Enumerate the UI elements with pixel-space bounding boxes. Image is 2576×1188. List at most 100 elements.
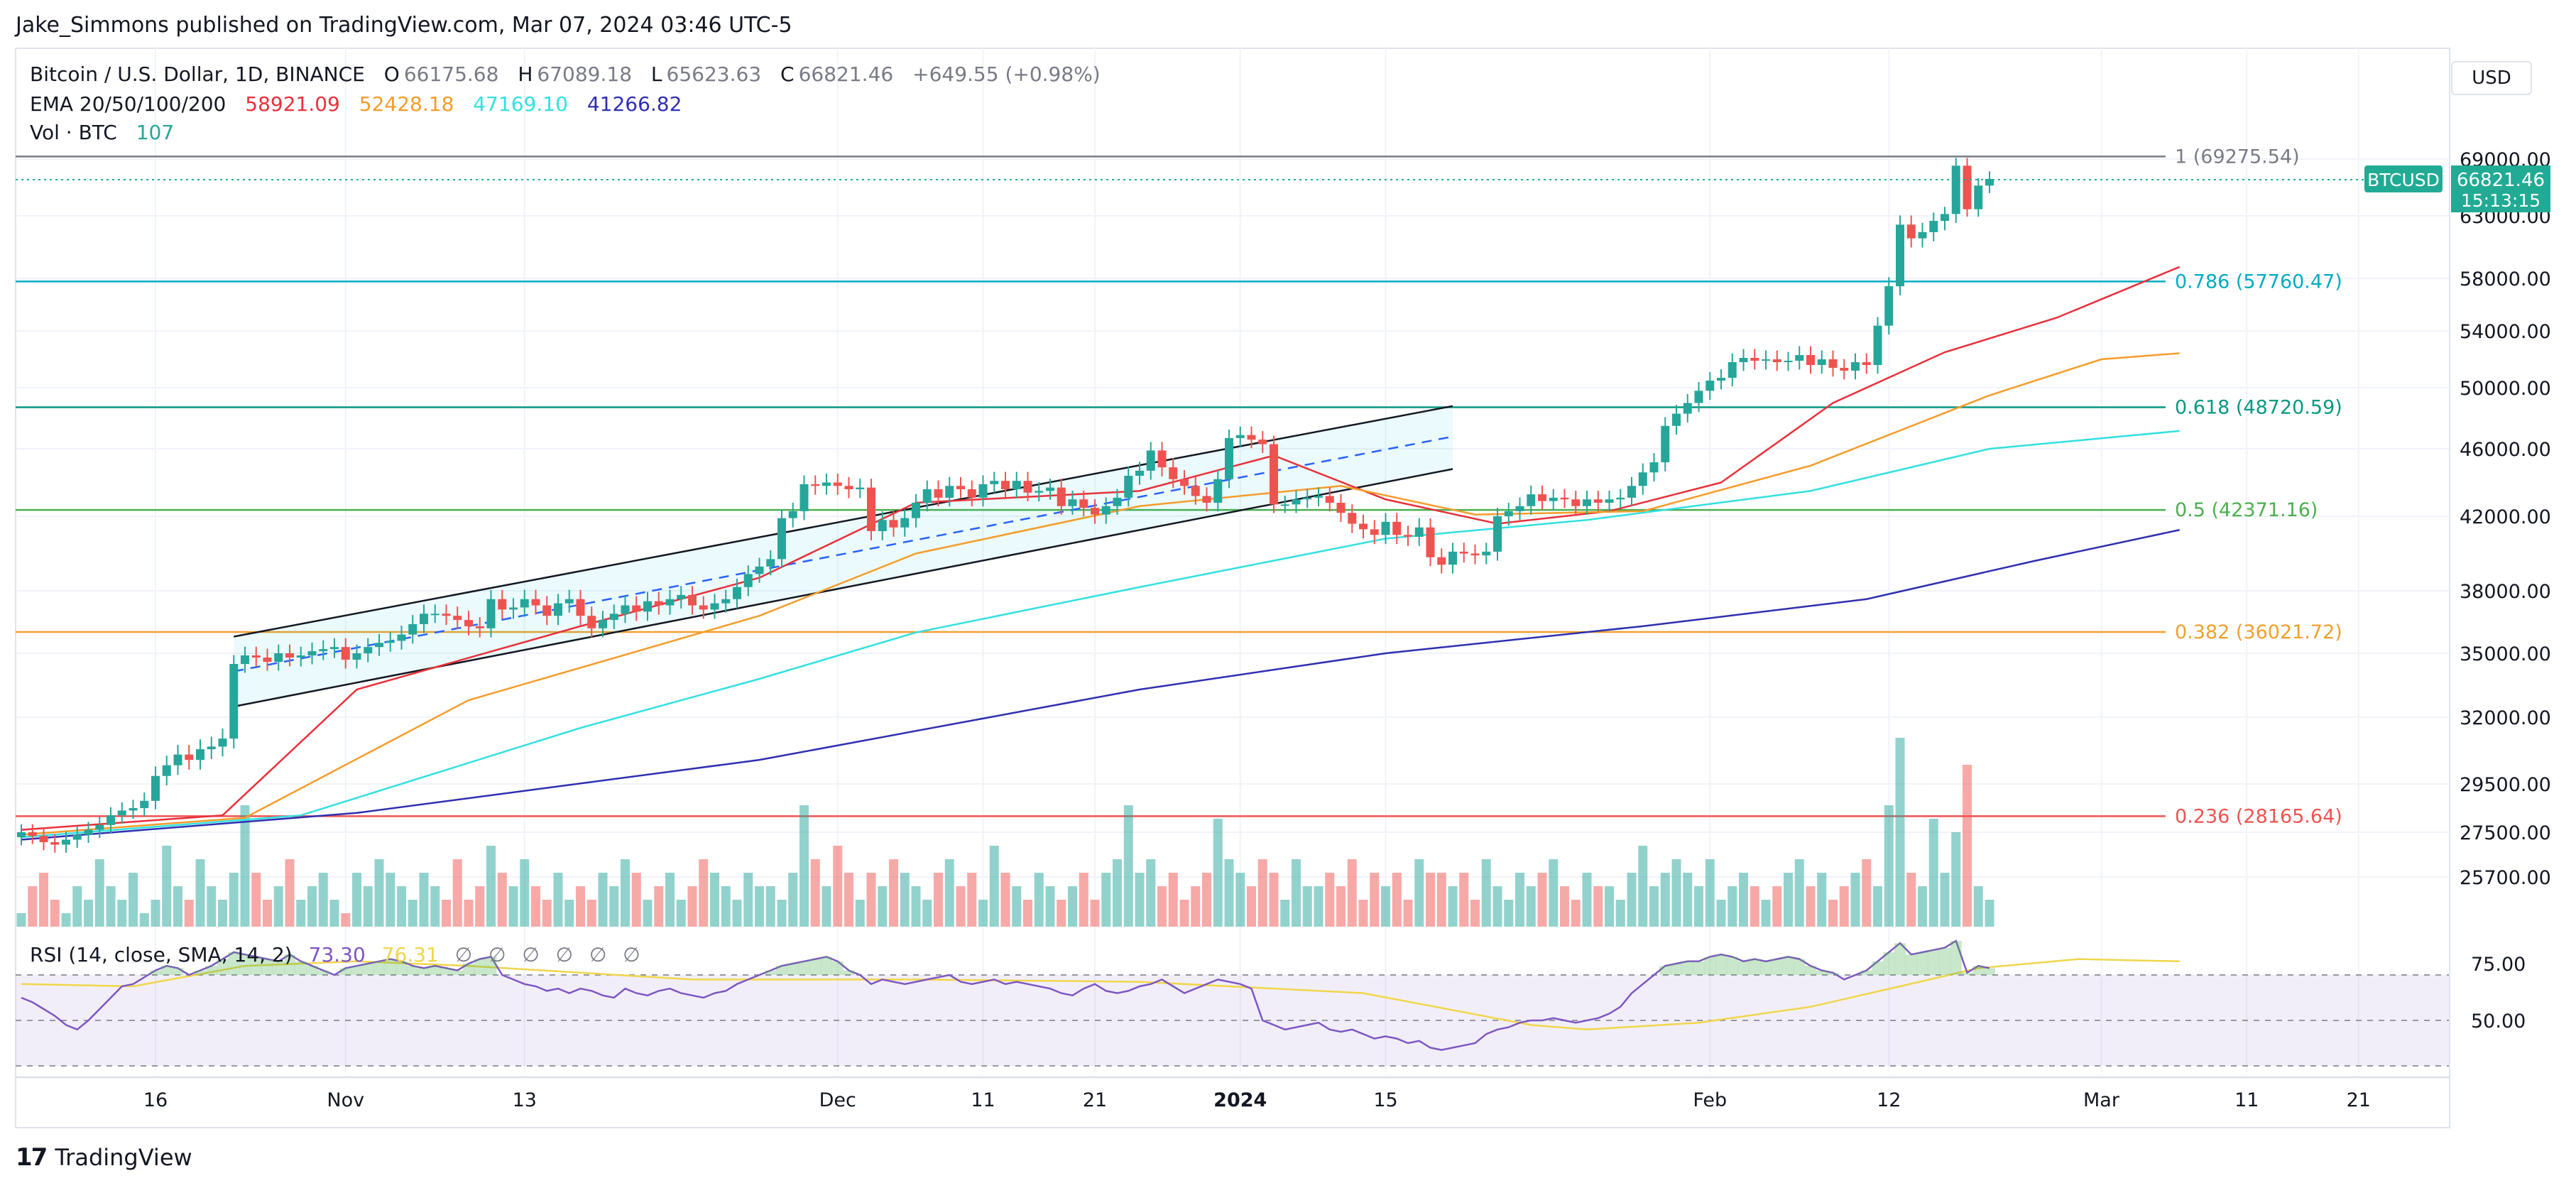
ticker-tag-label: BTCUSD [2367,170,2440,190]
candle [1459,551,1468,554]
candle [17,832,26,837]
volume-bar [273,886,283,927]
volume-bar [1694,886,1703,927]
candle [1672,413,1681,426]
volume-bar [139,913,149,927]
volume-bar [106,886,116,927]
candle [1661,425,1670,462]
candle [1258,440,1267,445]
candle [352,653,361,660]
candle [990,481,999,484]
volume-bar [117,900,127,927]
volume-bar [844,873,853,927]
candle [173,754,182,765]
volume-bar [430,886,440,927]
volume-bar [1615,900,1625,927]
volume-bar [1191,886,1201,927]
volume-bar [1649,886,1659,927]
candle [1437,557,1446,565]
candle [1314,496,1323,498]
volume-bar [1862,859,1872,927]
fib-level-label: 0.236 (28165.64) [2175,805,2342,827]
candle [688,594,697,606]
volume-bar [631,873,641,927]
candle [811,484,820,486]
candle [1717,378,1725,381]
volume-bar [1963,765,1972,927]
ema50-line [21,352,2180,836]
candle [599,620,607,628]
volume-bar [1504,900,1514,927]
candle [654,601,663,606]
open-label: O [383,62,400,86]
candle [386,641,395,643]
volume-bar [721,886,731,927]
axes: 25700.00 27500.00 29500.00 32000.00 35000.00… [16,48,2551,1128]
volume-bar [1627,873,1637,927]
bar-countdown: 15:13:15 [2461,190,2540,211]
candle [1795,355,1804,361]
price-axis-label: 38000.00 [2460,581,2551,603]
time-axis-label: Mar [2083,1089,2120,1111]
symbol-title[interactable]: Bitcoin / U.S. Dollar, 1D, BINANCE [30,62,365,86]
candle [375,643,383,648]
candle [1493,516,1502,552]
candle [1370,529,1379,535]
candle [1627,486,1636,498]
volume-bar [1470,900,1480,927]
candle [1213,479,1223,503]
time-axis-label: 21 [1083,1089,1107,1111]
volume-bar [586,900,596,927]
volume-bar [452,859,462,927]
time-axis-label: 12 [1877,1089,1901,1111]
volume-legend[interactable]: Vol · BTC 107 [30,121,174,144]
grid [16,48,2450,1072]
candle [856,487,865,489]
candle [1325,496,1334,503]
candle [542,605,552,616]
volume-bar [1392,873,1402,927]
candle [1649,462,1659,473]
symbol-legend: Bitcoin / U.S. Dollar, 1D, BINANCE O 6617… [30,62,1101,86]
candle [1974,185,1983,209]
volume-bar [1257,859,1267,927]
candle [453,616,462,621]
volume-bars [16,738,1994,927]
volume-bar [665,873,675,927]
volume-bar [1023,900,1032,927]
candle [442,614,451,616]
volume-bar [94,859,104,927]
volume-bar [129,873,138,927]
ema50-value: 52428.18 [359,92,454,116]
volume-bar [1370,873,1380,927]
volume-bar [240,805,250,927]
volume-bar [699,859,709,927]
volume-bar [508,886,518,927]
candle [296,655,305,658]
candle [1593,499,1603,503]
volume-bar [1549,859,1559,927]
candle [1929,221,1938,232]
rsi-off-value: ∅ [522,943,540,966]
candle [1616,497,1625,500]
volume-bar [1772,886,1782,927]
ema-legend[interactable]: EMA 20/50/100/200 58921.09 52428.18 4716… [30,92,682,116]
rsi-legend[interactable]: RSI (14, close, SMA, 14, 2) 73.30 76.31 … [30,943,640,966]
volume-bar [1750,886,1759,927]
volume-bar [743,873,753,927]
volume-bar [598,873,608,927]
candle [621,605,630,614]
close-label: C [780,62,795,86]
tradingview-brand[interactable]: 17 TradingView [16,1143,192,1172]
volume-bar [922,900,932,927]
candle [420,614,428,624]
currency-selector[interactable]: USD [2451,61,2532,95]
candle [1482,551,1491,556]
candle [341,647,350,660]
candle [922,489,932,503]
candle [72,834,82,840]
candle [1235,435,1245,438]
candle [945,486,954,498]
time-axis-label: 13 [513,1089,537,1111]
